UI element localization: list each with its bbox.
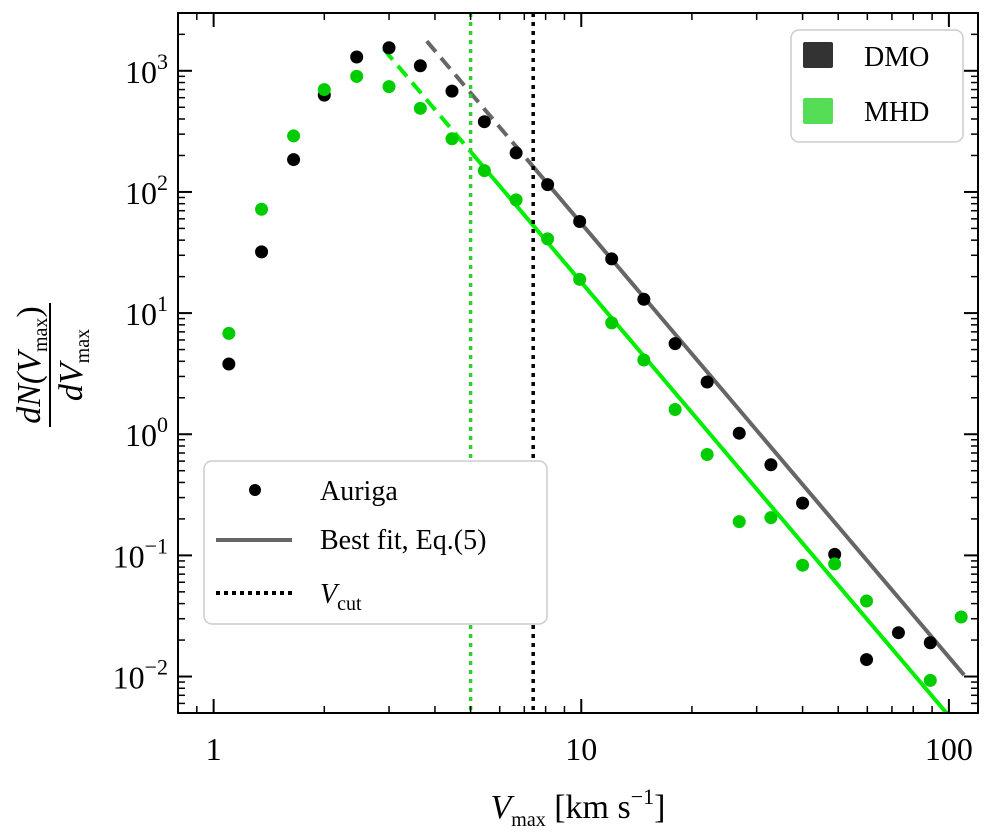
point-dmo (413, 59, 427, 73)
point-mhd (732, 515, 746, 529)
style-legend: Auriga Best fit, Eq.(5) Vcut (203, 460, 548, 625)
point-mhd (828, 557, 842, 571)
point-dmo (573, 215, 587, 229)
point-dmo (923, 636, 937, 650)
point-dmo (509, 146, 523, 160)
legend-label-vcut: Vcut (320, 579, 362, 615)
point-mhd (764, 511, 778, 525)
svg-text:dVmax: dVmax (53, 329, 94, 401)
point-mhd (222, 326, 236, 340)
legend-label-mhd: MHD (864, 97, 929, 128)
y-tick-label: 103 (125, 49, 168, 90)
point-mhd (382, 80, 396, 94)
point-dmo (605, 252, 619, 266)
point-mhd (954, 610, 968, 624)
point-dmo (541, 178, 555, 192)
point-dmo (828, 547, 842, 561)
axis-ticks (177, 12, 978, 714)
x-tick-label: 1 (206, 731, 222, 767)
x-tick-labels: 1 10 100 (206, 731, 973, 767)
point-mhd (445, 132, 459, 146)
style-legend-box (203, 460, 548, 625)
y-tick-labels: 10−2 10−1 100 101 102 103 (113, 49, 168, 696)
point-mhd (573, 272, 587, 286)
series-legend: DMO MHD (790, 29, 964, 143)
point-mhd (605, 316, 619, 330)
point-dmo (764, 458, 778, 472)
point-mhd (796, 558, 810, 572)
point-mhd (287, 129, 301, 143)
series-legend-box (790, 29, 964, 143)
point-dmo (637, 292, 651, 306)
point-dmo (255, 245, 269, 259)
fit-line-dmo (531, 165, 966, 677)
point-mhd (317, 83, 331, 97)
legend-label-bestfit: Best fit, Eq.(5) (320, 525, 486, 556)
y-axis-label: dN(Vmax) dVmax (11, 303, 94, 427)
point-mhd (413, 101, 427, 115)
point-mhd (668, 403, 682, 417)
point-dmo (382, 41, 396, 55)
point-dmo (891, 626, 905, 640)
point-mhd (477, 164, 491, 178)
x-tick-label: 100 (925, 731, 973, 767)
point-dmo (860, 653, 874, 667)
y-tick-label: 100 (125, 412, 168, 453)
svg-text:dN(Vmax): dN(Vmax) (11, 306, 52, 424)
x-tick-label: 10 (565, 731, 597, 767)
y-tick-label: 10−2 (113, 655, 168, 696)
point-dmo (287, 153, 301, 167)
legend-swatch-mhd (803, 98, 833, 124)
point-mhd (255, 202, 269, 216)
point-mhd (541, 232, 555, 246)
point-mhd (923, 673, 937, 687)
y-tick-label: 10−1 (113, 533, 168, 574)
point-mhd (860, 594, 874, 608)
point-dmo (732, 426, 746, 440)
point-mhd (350, 69, 364, 83)
plot-frame (177, 12, 979, 714)
fit-lines (382, 39, 966, 713)
fit-dashed-dmo (425, 39, 535, 168)
point-mhd (509, 193, 523, 207)
point-dmo (350, 50, 364, 64)
y-tick-label: 101 (125, 291, 168, 332)
point-mhd (700, 448, 714, 462)
point-dmo (222, 357, 236, 371)
point-dmo (445, 84, 459, 98)
legend-marker-dot (249, 484, 261, 496)
legend-label-auriga: Auriga (320, 476, 398, 507)
point-dmo (700, 375, 714, 389)
data-points (222, 41, 968, 687)
y-tick-label: 102 (125, 170, 168, 211)
point-dmo (668, 337, 682, 351)
point-dmo (796, 496, 810, 510)
legend-swatch-dmo (803, 42, 833, 68)
point-dmo (477, 115, 491, 129)
legend-label-dmo: DMO (864, 42, 929, 73)
fit-line-mhd (469, 150, 950, 713)
x-axis-label: Vmax [km s−1] (491, 784, 666, 831)
point-mhd (637, 353, 651, 367)
